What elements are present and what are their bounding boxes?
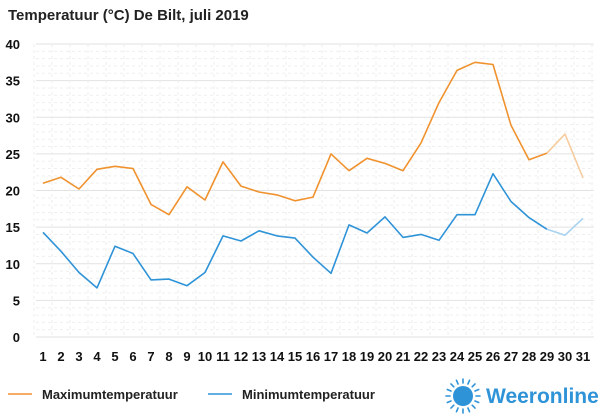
y-axis-ticks: 0 5 10 15 20 25 30 35 40	[6, 37, 20, 345]
x-tick-label: 22	[414, 349, 428, 364]
x-tick-label: 19	[360, 349, 374, 364]
chart-title: Temperatuur (°C) De Bilt, juli 2019	[8, 7, 249, 24]
x-tick-label: 15	[288, 349, 302, 364]
x-axis-ticks: 1 2 3 4 5 6 7 8 9 10 11 12 13 14 15 16 17 18 19 20 21 22 23 24 2…	[39, 349, 590, 364]
series-forecast-line-1	[546, 217, 584, 236]
x-tick-label: 3	[75, 349, 82, 364]
x-tick-label: 26	[486, 349, 500, 364]
x-tick-label: 27	[504, 349, 518, 364]
x-tick-label: 10	[198, 349, 212, 364]
x-tick-label: 31	[576, 349, 590, 364]
y-tick-label: 40	[6, 37, 20, 52]
x-tick-label: 18	[342, 349, 356, 364]
legend-label-max: Maximumtemperatuur	[42, 387, 178, 402]
x-tick-label: 25	[468, 349, 482, 364]
x-tick-label: 28	[522, 349, 536, 364]
x-tick-label: 20	[378, 349, 392, 364]
x-tick-label: 21	[396, 349, 410, 364]
y-tick-label: 25	[6, 147, 20, 162]
x-tick-label: 11	[216, 349, 230, 364]
x-tick-label: 30	[558, 349, 572, 364]
x-tick-label: 23	[432, 349, 446, 364]
series-line-1	[42, 172, 548, 289]
x-tick-label: 13	[252, 349, 266, 364]
sun-logo-icon	[445, 378, 481, 414]
x-tick-label: 17	[324, 349, 338, 364]
x-tick-label: 7	[147, 349, 154, 364]
y-tick-label: 5	[13, 293, 20, 308]
brand-name: Weeronline	[486, 385, 599, 408]
chart-gridlines	[33, 43, 594, 338]
x-tick-label: 9	[183, 349, 190, 364]
x-tick-label: 14	[270, 349, 285, 364]
y-tick-label: 35	[6, 74, 20, 89]
series-line-0	[42, 61, 548, 216]
x-tick-label: 8	[165, 349, 172, 364]
y-tick-label: 20	[6, 184, 20, 199]
x-tick-label: 24	[450, 349, 465, 364]
x-tick-label: 4	[93, 349, 101, 364]
brand-logo: Weeronline	[445, 378, 599, 414]
chart-series	[42, 61, 584, 289]
x-tick-label: 5	[111, 349, 118, 364]
x-tick-label: 12	[234, 349, 248, 364]
x-tick-label: 16	[306, 349, 320, 364]
x-tick-label: 1	[39, 349, 46, 364]
x-tick-label: 6	[129, 349, 136, 364]
y-tick-label: 10	[6, 257, 20, 272]
y-tick-label: 0	[13, 330, 20, 345]
legend: Maximumtemperatuur Minimumtemperatuur	[8, 387, 375, 402]
legend-label-min: Minimumtemperatuur	[242, 387, 375, 402]
x-tick-label: 2	[57, 349, 64, 364]
x-tick-label: 29	[540, 349, 554, 364]
series-forecast-line-0	[546, 133, 584, 179]
y-tick-label: 15	[6, 220, 20, 235]
y-tick-label: 30	[6, 110, 20, 125]
